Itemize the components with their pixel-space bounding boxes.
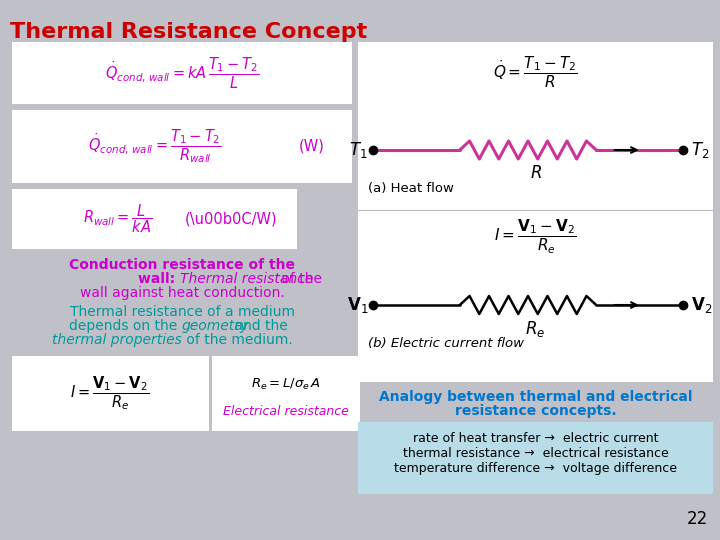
- Text: rate of heat transfer →  electric current: rate of heat transfer → electric current: [413, 432, 658, 445]
- Text: of the: of the: [277, 272, 322, 286]
- Bar: [358, 422, 713, 494]
- Bar: [212, 356, 360, 431]
- Text: (\u00b0C/W): (\u00b0C/W): [185, 212, 278, 226]
- Text: thermal properties: thermal properties: [52, 333, 182, 347]
- Text: Thermal resistance of a medium: Thermal resistance of a medium: [70, 305, 294, 319]
- Text: 22: 22: [687, 510, 708, 528]
- Text: $I = \dfrac{\mathbf{V}_1 - \mathbf{V}_2}{R_e}$: $I = \dfrac{\mathbf{V}_1 - \mathbf{V}_2}…: [71, 374, 150, 412]
- Bar: [12, 42, 352, 104]
- Text: Thermal Resistance Concept: Thermal Resistance Concept: [10, 22, 367, 42]
- Text: wall against heat conduction.: wall against heat conduction.: [80, 286, 284, 300]
- Text: $T_1$: $T_1$: [349, 140, 368, 160]
- Text: $\mathbf{V}_2$: $\mathbf{V}_2$: [691, 295, 712, 315]
- Text: and the: and the: [230, 319, 288, 333]
- Text: $\dot{Q}_{cond,\, wall} = kA\,\dfrac{T_1 - T_2}{L}$: $\dot{Q}_{cond,\, wall} = kA\,\dfrac{T_1…: [104, 56, 259, 91]
- Text: $R_{wall} = \dfrac{L}{kA}$: $R_{wall} = \dfrac{L}{kA}$: [83, 202, 152, 235]
- Text: $R$: $R$: [529, 164, 541, 182]
- Text: (b) Electric current flow: (b) Electric current flow: [368, 337, 524, 350]
- Text: temperature difference →  voltage difference: temperature difference → voltage differe…: [394, 462, 677, 475]
- Text: geometry: geometry: [182, 319, 249, 333]
- Text: $R_e = L/\sigma_e\, A$: $R_e = L/\sigma_e\, A$: [251, 377, 321, 392]
- Text: Conduction resistance of the: Conduction resistance of the: [69, 258, 295, 272]
- Text: wall:: wall:: [138, 272, 180, 286]
- Text: $I = \dfrac{\mathbf{V}_1 - \mathbf{V}_2}{R_e}$: $I = \dfrac{\mathbf{V}_1 - \mathbf{V}_2}…: [495, 218, 577, 256]
- Text: $T_2$: $T_2$: [691, 140, 709, 160]
- Text: (a) Heat flow: (a) Heat flow: [368, 182, 454, 195]
- Text: (W): (W): [298, 138, 324, 153]
- Text: Analogy between thermal and electrical: Analogy between thermal and electrical: [379, 390, 692, 404]
- Bar: [12, 110, 352, 183]
- Text: resistance concepts.: resistance concepts.: [455, 404, 616, 418]
- Text: $\dot{Q}_{cond,\, wall} = \dfrac{T_1 - T_2}{R_{wall}}$: $\dot{Q}_{cond,\, wall} = \dfrac{T_1 - T…: [88, 127, 222, 165]
- Text: $\dot{Q} = \dfrac{T_1 - T_2}{R}$: $\dot{Q} = \dfrac{T_1 - T_2}{R}$: [493, 55, 577, 91]
- Bar: [12, 189, 297, 249]
- Text: Thermal resistance: Thermal resistance: [180, 272, 313, 286]
- Bar: [12, 356, 209, 431]
- Text: thermal resistance →  electrical resistance: thermal resistance → electrical resistan…: [402, 447, 668, 460]
- Text: $R_e$: $R_e$: [526, 319, 546, 339]
- Bar: [358, 42, 713, 382]
- Text: of the medium.: of the medium.: [182, 333, 293, 347]
- Text: Electrical resistance: Electrical resistance: [223, 405, 349, 418]
- Text: depends on the: depends on the: [69, 319, 182, 333]
- Text: $\mathbf{V}_1$: $\mathbf{V}_1$: [346, 295, 368, 315]
